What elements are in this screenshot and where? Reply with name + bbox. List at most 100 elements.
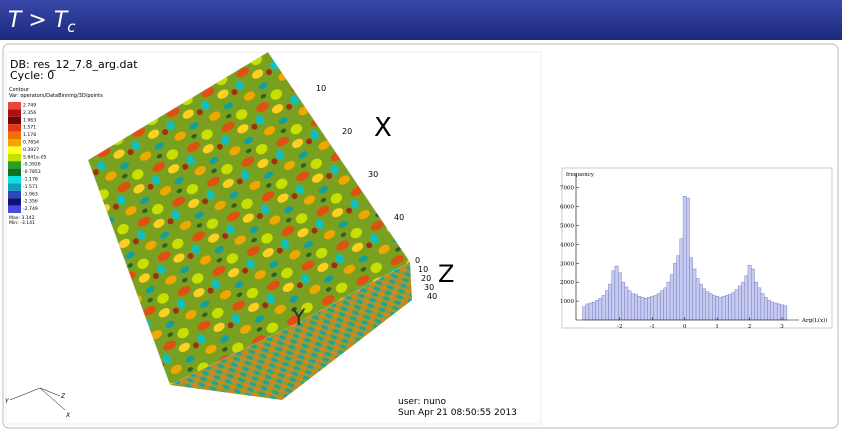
slide-title: T > Tc [8, 8, 76, 36]
histogram-bar [767, 300, 770, 320]
histogram-bar [595, 300, 598, 320]
title-subscript: c [67, 18, 76, 36]
header-bar [0, 0, 842, 40]
histogram-bar [703, 289, 706, 320]
x-tick-label: 2 [748, 324, 752, 330]
histogram-bar [677, 256, 680, 320]
x-axis-tick: 30 [368, 170, 378, 179]
legend-label: -1.178 [23, 177, 38, 183]
legend-swatch [8, 124, 21, 131]
histogram-bar [660, 291, 663, 320]
user-label: user: nuno [398, 397, 446, 407]
y-tick-label: 3000 [560, 261, 574, 267]
legend-label: -0.3926 [23, 162, 41, 168]
histogram-bar [582, 307, 585, 320]
y-axis-label: frequency [566, 172, 595, 178]
histogram-bar [738, 286, 741, 320]
legend-swatch [8, 176, 21, 183]
legend-swatch [8, 154, 21, 161]
legend-swatch [8, 117, 21, 124]
z-axis-tick: 0 [415, 256, 420, 265]
legend-label: 0.3927 [23, 147, 39, 153]
histogram-bar [709, 294, 712, 320]
histogram-bar [680, 239, 683, 320]
histogram-bar [699, 284, 702, 320]
axis-x-title: X [374, 113, 392, 143]
z-axis-tick: 20 [421, 274, 431, 283]
histogram-bar [664, 288, 667, 320]
slide: T > Tc DB: res_12_7.8_arg.dat Cycle: 0 C… [0, 0, 842, 433]
title-main: T > T [8, 8, 69, 33]
y-tick-label: 6000 [560, 205, 574, 211]
legend-label: -2.356 [23, 199, 38, 205]
min-label: Min: -3.141 [9, 220, 35, 226]
legend-swatch [8, 198, 21, 205]
y-tick-label: 7000 [560, 186, 574, 192]
histogram-bar [638, 296, 641, 320]
legend-label: 2.749 [23, 103, 36, 109]
histogram-bar [592, 302, 595, 320]
y-tick-label: 2000 [560, 280, 574, 286]
histogram-bar [693, 269, 696, 320]
histogram-bar [602, 295, 605, 320]
histogram-bar [683, 196, 686, 320]
axis-y-title: Y [291, 306, 306, 331]
legend-swatch [8, 102, 21, 109]
legend-label: -0.7853 [23, 169, 41, 175]
histogram-bar [628, 291, 631, 320]
histogram-bar [719, 297, 722, 320]
legend-swatch [8, 146, 21, 153]
legend-label: -1.571 [23, 184, 38, 190]
histogram-bar [748, 265, 751, 320]
legend-swatch [8, 132, 21, 139]
z-axis-tick: 40 [427, 292, 437, 301]
histogram-bar [667, 282, 670, 320]
x-axis-tick: 40 [394, 213, 404, 222]
histogram-bar [641, 297, 644, 320]
histogram-bar [758, 288, 761, 320]
legend-label: 1.571 [23, 125, 36, 131]
legend-swatch [8, 169, 21, 176]
histogram-bar [706, 292, 709, 320]
x-tick-label: 1 [715, 324, 719, 330]
legend-label: 0.7854 [23, 140, 39, 146]
histogram-bar [745, 276, 748, 320]
legend-label: 2.356 [23, 110, 36, 116]
histogram-bar [761, 294, 764, 320]
z-axis-tick: 10 [418, 265, 428, 274]
histogram-bar [599, 298, 602, 320]
histogram-bar [686, 198, 689, 320]
axis-z-title: Z [438, 260, 454, 288]
legend-label: 1.178 [23, 132, 36, 138]
histogram-bar [777, 304, 780, 320]
legend-swatch [8, 109, 21, 116]
y-tick-label: 4000 [560, 242, 574, 248]
legend-label: -2.749 [23, 206, 38, 212]
histogram-bar [712, 295, 715, 320]
histogram-bar [651, 296, 654, 320]
histogram-bar [654, 295, 657, 320]
histogram-bar [621, 282, 624, 320]
variable: Var: operators/DataBinning/3D/points [9, 93, 103, 99]
histogram-bar [716, 296, 719, 320]
legend-label: 1.963 [23, 117, 36, 123]
histogram-bar [673, 263, 676, 320]
histogram-bar [589, 303, 592, 320]
histogram-bar [732, 293, 735, 320]
histogram-bar [618, 273, 621, 320]
histogram-bar [754, 282, 757, 320]
histogram-bar [771, 302, 774, 320]
triad-label: Z [60, 393, 66, 400]
histogram-bar [612, 271, 615, 320]
histogram-bar [741, 282, 744, 320]
histogram-bar [725, 295, 728, 320]
histogram-bar [615, 266, 618, 320]
histogram-bar [670, 275, 673, 320]
x-axis-tick: 10 [316, 84, 326, 93]
histogram-bar [647, 297, 650, 320]
histogram-bar [728, 294, 731, 320]
legend-label: 5.841e-05 [23, 154, 47, 160]
histogram-bar [764, 297, 767, 320]
z-axis-tick: 30 [424, 283, 434, 292]
legend-swatch [8, 183, 21, 190]
